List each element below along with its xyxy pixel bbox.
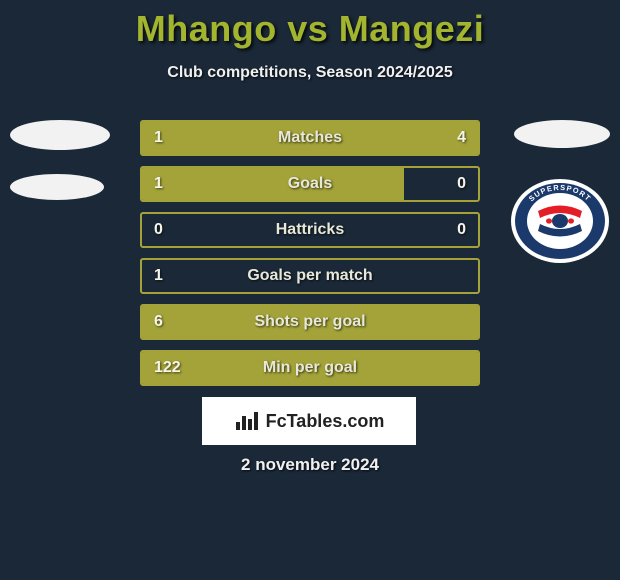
stat-label: Shots per goal	[142, 306, 478, 338]
stat-label: Min per goal	[142, 352, 478, 384]
date-text: 2 november 2024	[0, 455, 620, 475]
page-title: Mhango vs Mangezi	[0, 0, 620, 50]
right-player-ellipse	[514, 120, 610, 148]
ellipse-shape	[10, 174, 104, 200]
stat-row: 14Matches	[140, 120, 480, 156]
fctables-logo: FcTables.com	[202, 397, 416, 445]
subtitle: Club competitions, Season 2024/2025	[0, 64, 620, 82]
ellipse-shape	[514, 120, 610, 148]
stat-row: 6Shots per goal	[140, 304, 480, 340]
stat-label: Goals per match	[142, 260, 478, 292]
club-badge: SUPERSPORT UNITED FC	[510, 178, 610, 264]
stats-container: 14Matches 10Goals 00Hattricks 1Goals per ma…	[140, 120, 480, 396]
stat-row: 122Min per goal	[140, 350, 480, 386]
ellipse-shape	[10, 120, 110, 150]
stat-row: 1Goals per match	[140, 258, 480, 294]
fctables-bars-icon	[234, 410, 260, 432]
stat-label: Matches	[142, 122, 478, 154]
logo-text: FcTables.com	[266, 411, 385, 432]
left-player-ellipses	[10, 120, 110, 200]
supersport-badge-icon: SUPERSPORT UNITED FC	[510, 178, 610, 264]
stat-label: Goals	[142, 168, 478, 200]
stat-label: Hattricks	[142, 214, 478, 246]
stat-row: 00Hattricks	[140, 212, 480, 248]
stat-row: 10Goals	[140, 166, 480, 202]
